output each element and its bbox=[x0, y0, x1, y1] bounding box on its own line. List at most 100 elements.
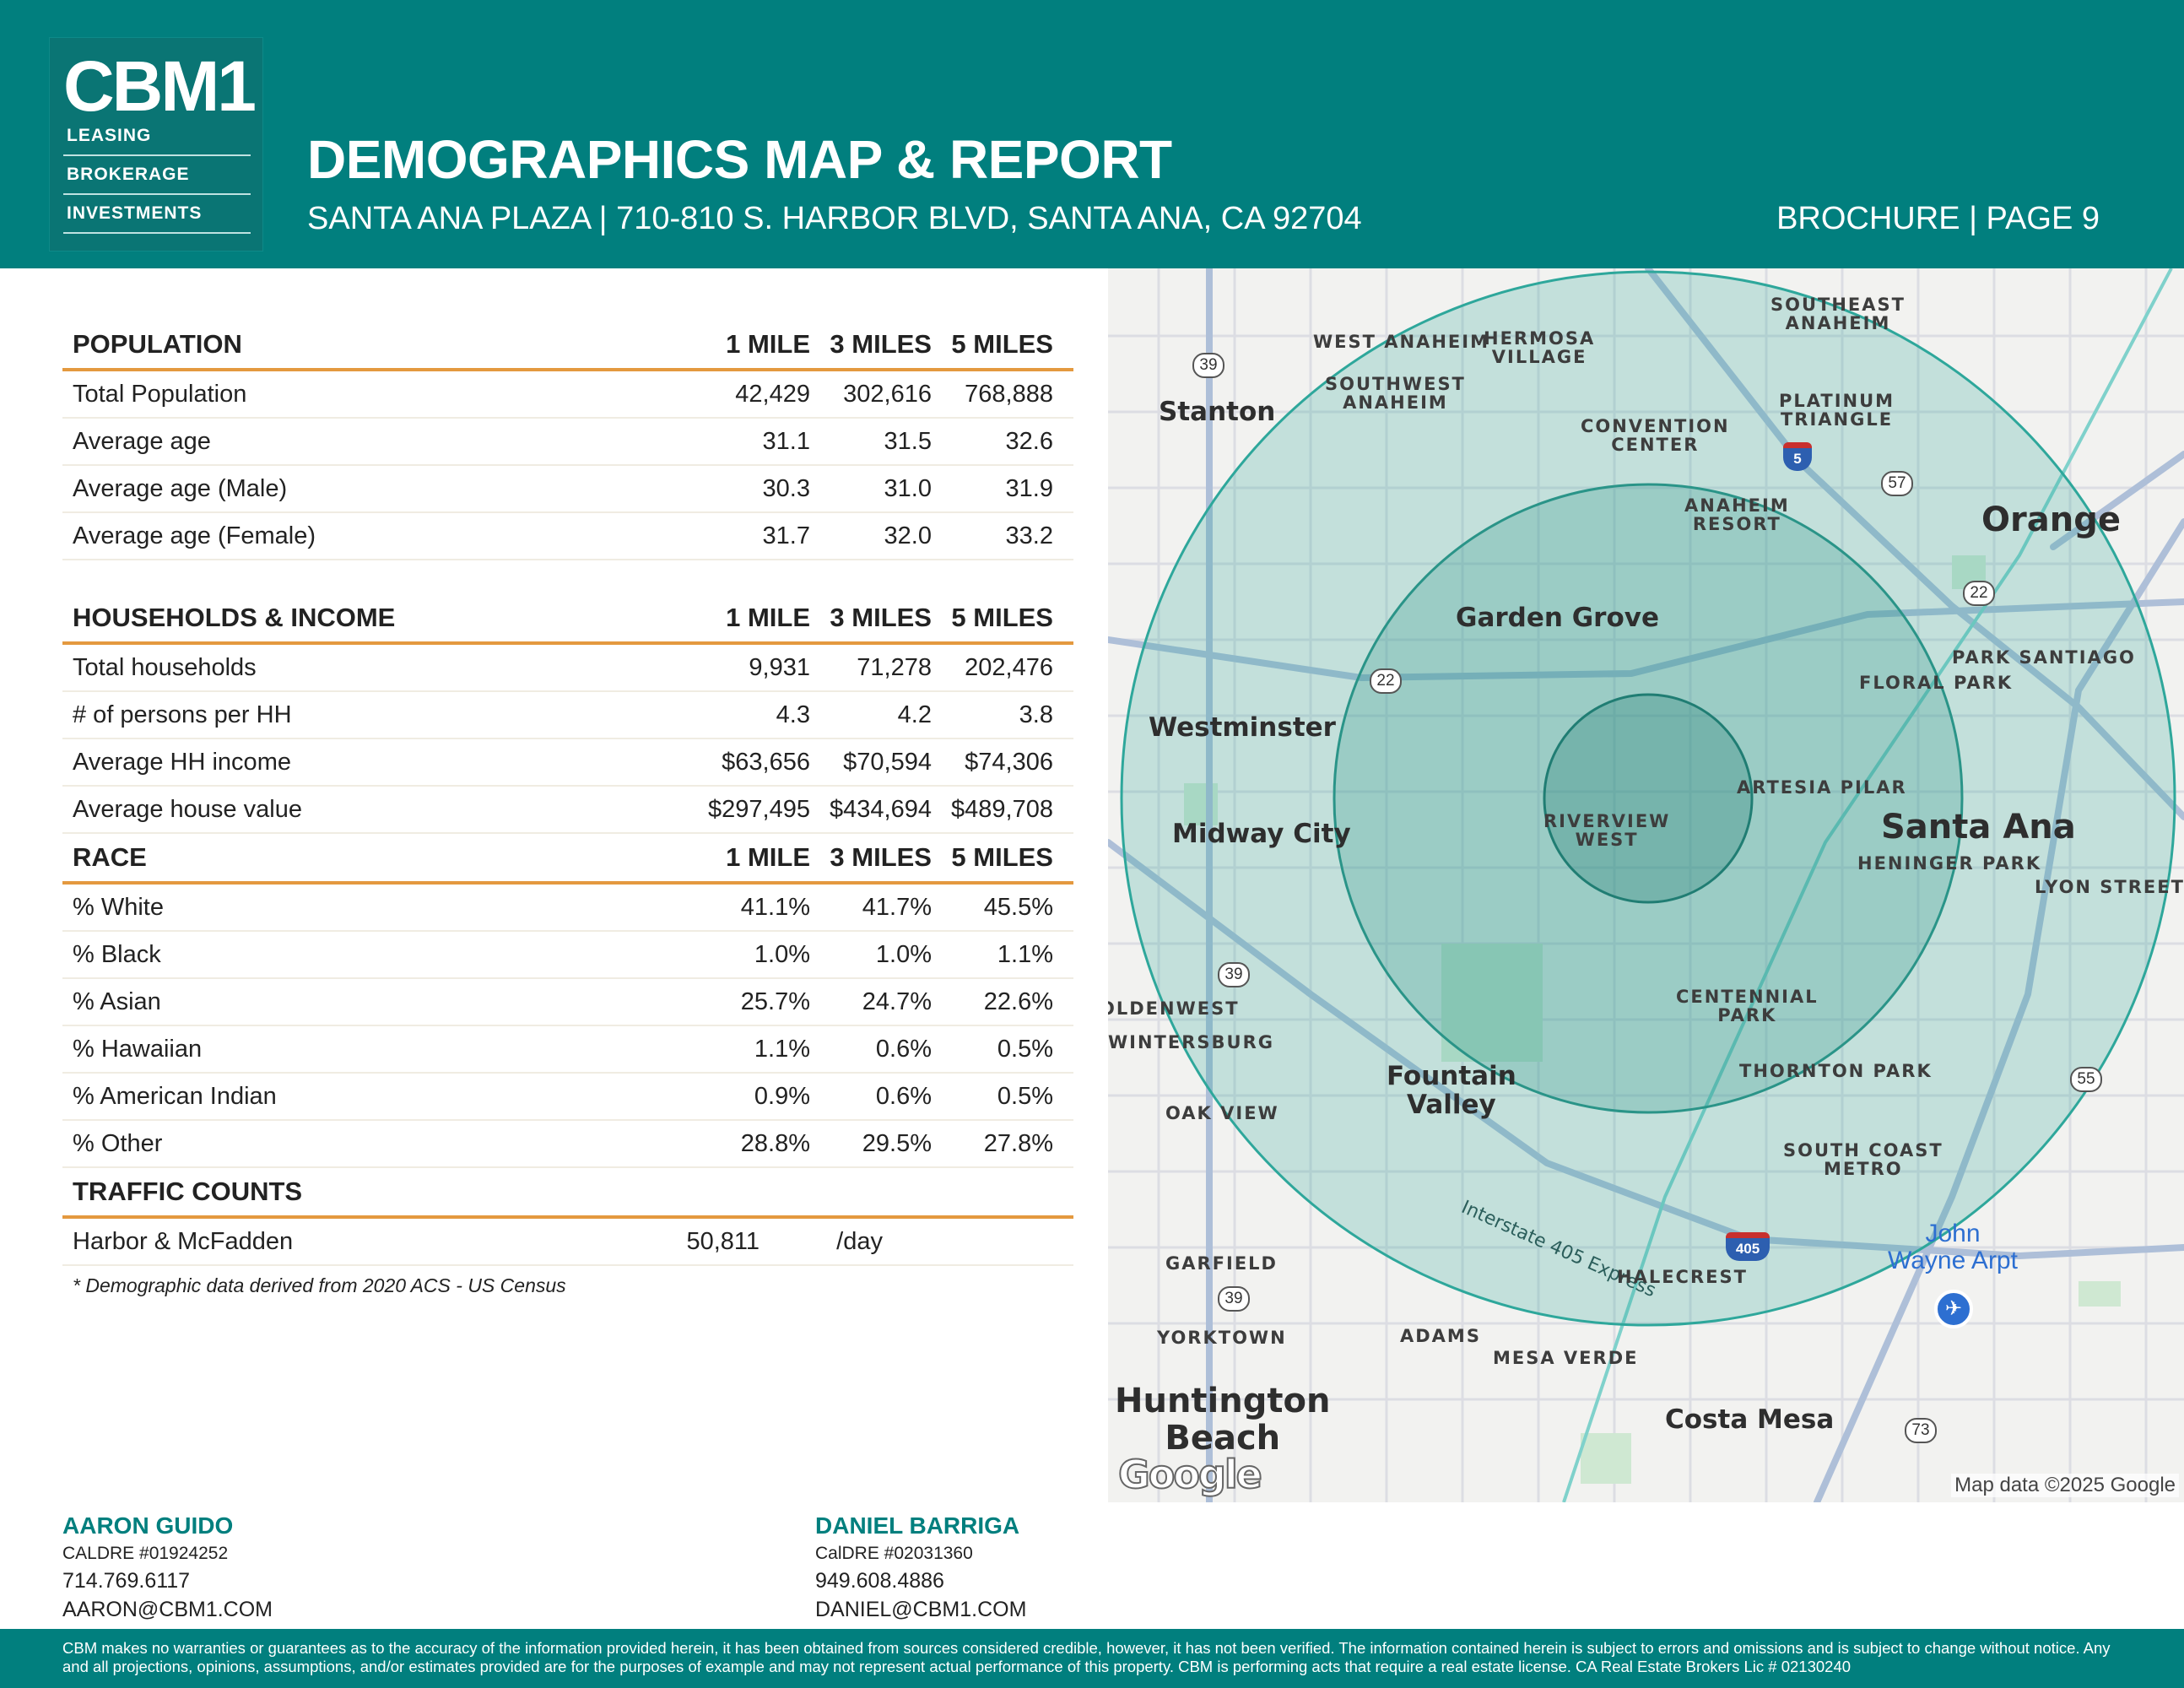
households-header: HOUSEHOLDS & INCOME 1 MILE 3 MILES 5 MIL… bbox=[62, 594, 1073, 645]
agent-email[interactable]: DANIEL@CBM1.COM bbox=[815, 1598, 1027, 1621]
value-5-miles: $489,708 bbox=[951, 795, 1053, 823]
section-gap bbox=[62, 560, 1073, 594]
population-section: POPULATION 1 MILE 3 MILES 5 MILES Total … bbox=[62, 321, 1073, 560]
row-label: % Hawaiian bbox=[73, 1035, 203, 1063]
ring-1-mile bbox=[1543, 693, 1754, 904]
value-1-mile: 25.7% bbox=[740, 987, 810, 1015]
value-5-miles: 27.8% bbox=[983, 1129, 1053, 1157]
value-5-miles: $74,306 bbox=[965, 748, 1053, 776]
value-1-mile: 1.0% bbox=[754, 940, 810, 968]
interstate-shield-405: 405 bbox=[1726, 1232, 1770, 1261]
value-1-mile: 4.3 bbox=[776, 701, 810, 728]
page-footer: CBM makes no warranties or guarantees as… bbox=[0, 1629, 2184, 1688]
row-label: Average age (Male) bbox=[73, 474, 288, 502]
interstate-shield-5: 5 bbox=[1783, 442, 1812, 471]
value-1-mile: 42,429 bbox=[735, 380, 810, 408]
col-5-miles: 5 MILES bbox=[951, 329, 1053, 359]
map-label-adams: ADAMS bbox=[1400, 1326, 1481, 1346]
agent-email[interactable]: AARON@CBM1.COM bbox=[62, 1598, 273, 1621]
section-heading: POPULATION bbox=[73, 329, 242, 359]
col-3-miles: 3 MILES bbox=[830, 603, 932, 632]
traffic-count: 50,811 bbox=[686, 1227, 760, 1255]
value-3-miles: 71,278 bbox=[857, 653, 932, 681]
value-5-miles: 32.6 bbox=[1005, 427, 1053, 455]
page-header: CBM1 LEASING BROKERAGE INVESTMENTS DEMOG… bbox=[0, 0, 2184, 268]
traffic-header: TRAFFIC COUNTS bbox=[62, 1168, 1073, 1219]
table-row: % Asian 25.7% 24.7% 22.6% bbox=[62, 979, 1073, 1026]
row-label: % Asian bbox=[73, 987, 161, 1015]
row-label: Average age (Female) bbox=[73, 522, 316, 549]
map-label-artesia-pilar: ARTESIA PILAR bbox=[1737, 777, 1907, 798]
logo-divider bbox=[63, 193, 251, 195]
map-label-mesa-verde: MESA VERDE bbox=[1493, 1348, 1639, 1368]
value-5-miles: 1.1% bbox=[997, 940, 1053, 968]
map-label-garfield: GARFIELD bbox=[1165, 1253, 1278, 1274]
col-3-miles: 3 MILES bbox=[830, 842, 932, 872]
map-label-heninger-park: HENINGER PARK bbox=[1857, 853, 2042, 874]
demographics-tables: POPULATION 1 MILE 3 MILES 5 MILES Total … bbox=[62, 321, 1073, 1297]
row-label: % Black bbox=[73, 940, 161, 968]
logo-divider bbox=[63, 154, 251, 156]
value-3-miles: 4.2 bbox=[897, 701, 932, 728]
col-3-miles: 3 MILES bbox=[830, 329, 932, 359]
map-label-southeast-anaheim: SOUTHEAST ANAHEIM bbox=[1770, 295, 1906, 333]
ring-5-miles bbox=[1120, 270, 2176, 1327]
value-1-mile: 41.1% bbox=[740, 893, 810, 921]
map-label-oldenwest: OLDENWEST bbox=[1108, 998, 1240, 1019]
col-1-mile: 1 MILE bbox=[726, 329, 810, 359]
value-1-mile: 1.1% bbox=[754, 1035, 810, 1063]
row-label: Harbor & McFadden bbox=[73, 1227, 294, 1255]
col-1-mile: 1 MILE bbox=[726, 603, 810, 632]
value-1-mile: $297,495 bbox=[708, 795, 810, 823]
map-label-convention-center: CONVENTION CENTER bbox=[1581, 416, 1730, 455]
table-row: Average HH income $63,656 $70,594 $74,30… bbox=[62, 739, 1073, 787]
airport-icon: ✈ bbox=[1934, 1290, 1973, 1328]
map-label-halecrest: HALECREST bbox=[1617, 1267, 1748, 1287]
value-1-mile: 28.8% bbox=[740, 1129, 810, 1157]
table-row: Average age (Male) 30.3 31.0 31.9 bbox=[62, 466, 1073, 513]
value-5-miles: 31.9 bbox=[1005, 474, 1053, 502]
map-label-centennial-park: CENTENNIAL PARK bbox=[1676, 987, 1819, 1025]
map-label-westminster: Westminster bbox=[1149, 712, 1336, 743]
route-marker: 22 bbox=[1963, 581, 1995, 606]
value-3-miles: 0.6% bbox=[875, 1082, 932, 1110]
value-3-miles: 32.0 bbox=[884, 522, 932, 549]
route-marker: 55 bbox=[2070, 1067, 2102, 1092]
route-marker: 73 bbox=[1905, 1418, 1937, 1443]
map-label-park-santiago: PARK SANTIAGO bbox=[1952, 647, 2136, 668]
value-3-miles: 0.6% bbox=[875, 1035, 932, 1063]
table-row: Total Population 42,429 302,616 768,888 bbox=[62, 371, 1073, 419]
agent-phone[interactable]: 949.608.4886 bbox=[815, 1569, 944, 1593]
agent-phone[interactable]: 714.769.6117 bbox=[62, 1569, 191, 1593]
value-3-miles: $70,594 bbox=[843, 748, 932, 776]
page-title: DEMOGRAPHICS MAP & REPORT bbox=[307, 129, 1172, 190]
value-5-miles: 0.5% bbox=[997, 1035, 1053, 1063]
value-3-miles: 41.7% bbox=[862, 893, 932, 921]
route-marker: 22 bbox=[1370, 668, 1402, 694]
demographics-map[interactable]: WEST ANAHEIM HERMOSA VILLAGE SOUTHEAST A… bbox=[1108, 268, 2184, 1502]
logo-divider bbox=[63, 232, 251, 234]
row-label: Average house value bbox=[73, 795, 302, 823]
row-label: Average age bbox=[73, 427, 211, 455]
value-3-miles: 29.5% bbox=[862, 1129, 932, 1157]
map-label-lyon-street: LYON STREET bbox=[2035, 877, 2184, 897]
table-row: % Other 28.8% 29.5% 27.8% bbox=[62, 1121, 1073, 1168]
table-row: Average age 31.1 31.5 32.6 bbox=[62, 419, 1073, 466]
row-label: Total households bbox=[73, 653, 257, 681]
map-label-south-coast-metro: SOUTH COAST METRO bbox=[1783, 1140, 1943, 1179]
value-1-mile: 31.1 bbox=[762, 427, 810, 455]
agent-license: CALDRE #01924252 bbox=[62, 1544, 229, 1563]
map-label-riverview-west: RIVERVIEW WEST bbox=[1543, 811, 1671, 850]
map-label-oak-view: OAK VIEW bbox=[1165, 1103, 1279, 1123]
agent-card-daniel: DANIEL BARRIGA CalDRE #02031360 949.608.… bbox=[815, 1511, 1026, 1624]
route-marker: 39 bbox=[1218, 962, 1250, 987]
map-label-platinum-triangle: PLATINUM TRIANGLE bbox=[1779, 391, 1895, 430]
traffic-section: TRAFFIC COUNTS Harbor & McFadden 50,811 … bbox=[62, 1168, 1073, 1266]
value-5-miles: 202,476 bbox=[965, 653, 1053, 681]
logo-leasing: LEASING bbox=[67, 126, 152, 145]
map-credit: Map data ©2025 Google bbox=[1951, 1474, 2179, 1497]
agent-name: DANIEL BARRIGA bbox=[815, 1512, 1020, 1539]
logo-brokerage: BROKERAGE bbox=[67, 165, 190, 184]
row-label: % Other bbox=[73, 1129, 163, 1157]
value-3-miles: 302,616 bbox=[843, 380, 932, 408]
